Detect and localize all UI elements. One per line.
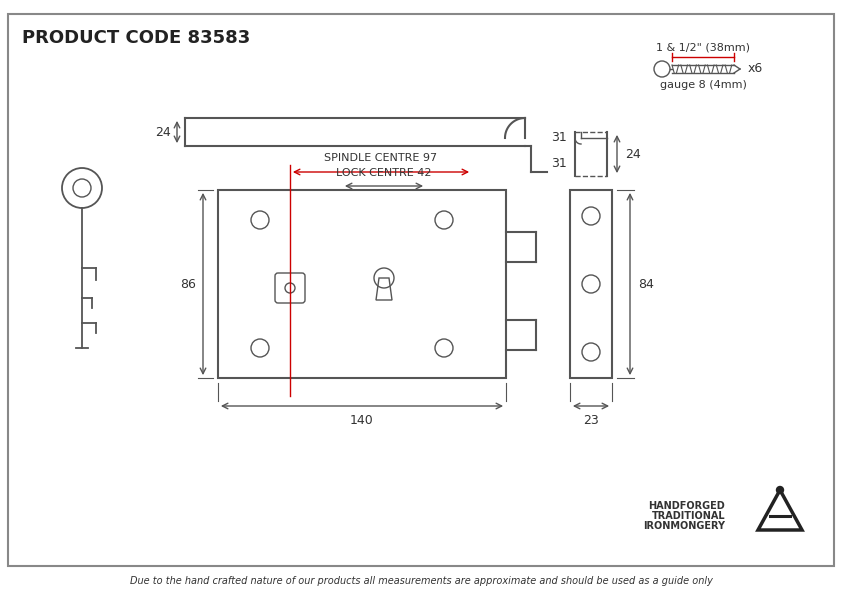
Text: IRONMONGERY: IRONMONGERY	[643, 521, 725, 531]
Text: 31: 31	[551, 157, 567, 170]
Text: SPINDLE CENTRE 97: SPINDLE CENTRE 97	[324, 153, 438, 163]
Text: PRODUCT CODE 83583: PRODUCT CODE 83583	[22, 29, 250, 47]
Text: HANDFORGED: HANDFORGED	[648, 501, 725, 511]
Text: 84: 84	[638, 278, 654, 290]
Bar	[570, 190, 612, 378]
Text: 24: 24	[625, 147, 641, 160]
Text: 1 & 1/2" (38mm): 1 & 1/2" (38mm)	[656, 42, 750, 52]
Text: 23: 23	[584, 414, 599, 427]
Text: TRADITIONAL: TRADITIONAL	[652, 511, 725, 521]
Text: 24: 24	[155, 126, 171, 138]
Circle shape	[776, 486, 784, 493]
Text: 86: 86	[180, 278, 196, 290]
Bar	[218, 190, 506, 378]
Text: 140: 140	[350, 414, 374, 427]
Text: Due to the hand crafted nature of our products all measurements are approximate : Due to the hand crafted nature of our pr…	[130, 576, 712, 586]
Text: gauge 8 (4mm): gauge 8 (4mm)	[659, 80, 747, 90]
Text: LOCK CENTRE 42: LOCK CENTRE 42	[336, 168, 432, 178]
Text: x6: x6	[748, 63, 763, 76]
Text: 31: 31	[551, 131, 567, 144]
